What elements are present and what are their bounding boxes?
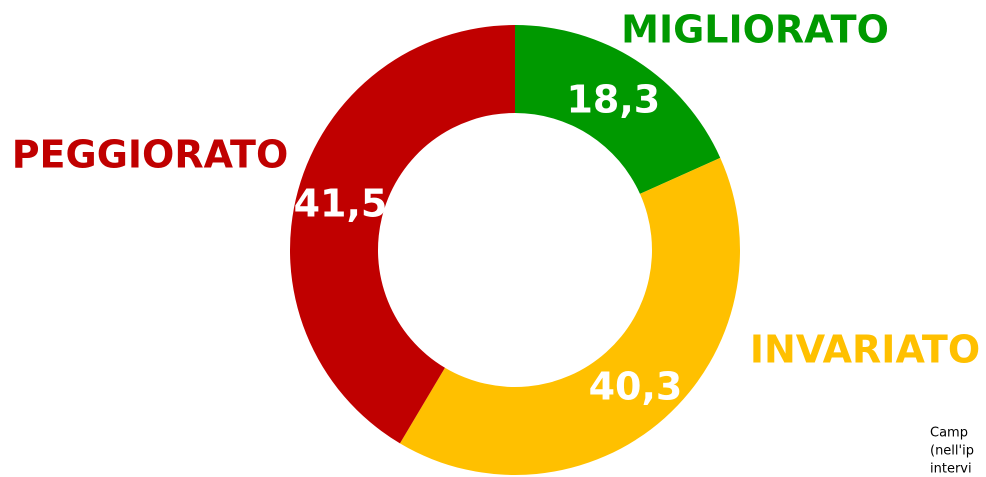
donut-segment <box>289 25 515 444</box>
category-label: MIGLIORATO <box>621 8 889 52</box>
donut-segment <box>515 25 721 194</box>
donut-segment <box>399 157 741 476</box>
value-label: 40,3 <box>589 365 683 409</box>
category-label: INVARIATO <box>750 328 980 372</box>
note-text: (nell'ip <box>930 444 974 459</box>
note-text: Camp <box>930 426 968 441</box>
note-text: intervi <box>930 462 972 477</box>
value-label: 41,5 <box>294 182 388 226</box>
value-label: 18,3 <box>566 78 660 122</box>
category-label: PEGGIORATO <box>12 133 289 177</box>
